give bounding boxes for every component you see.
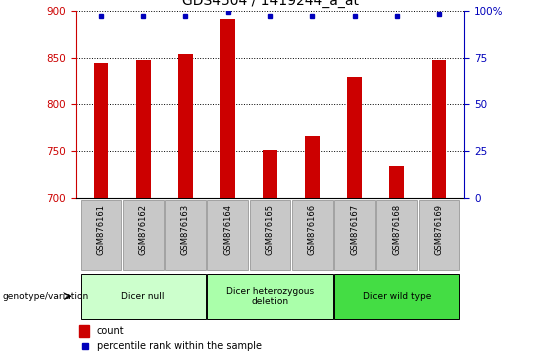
- FancyBboxPatch shape: [418, 200, 460, 270]
- Bar: [389, 166, 404, 198]
- Text: genotype/variation: genotype/variation: [3, 292, 89, 301]
- FancyBboxPatch shape: [207, 200, 248, 270]
- Bar: [262, 150, 278, 198]
- Text: percentile rank within the sample: percentile rank within the sample: [97, 341, 262, 350]
- FancyBboxPatch shape: [334, 274, 460, 319]
- FancyBboxPatch shape: [376, 200, 417, 270]
- Text: GSM876167: GSM876167: [350, 204, 359, 255]
- Text: Dicer null: Dicer null: [122, 292, 165, 301]
- Bar: [220, 19, 235, 198]
- Bar: [431, 60, 447, 198]
- FancyBboxPatch shape: [123, 200, 164, 270]
- Text: GSM876168: GSM876168: [392, 204, 401, 255]
- Title: GDS4504 / 1419244_a_at: GDS4504 / 1419244_a_at: [181, 0, 359, 8]
- Bar: [347, 77, 362, 198]
- Bar: [79, 325, 89, 337]
- FancyBboxPatch shape: [80, 274, 206, 319]
- Text: GSM876166: GSM876166: [308, 204, 317, 255]
- FancyBboxPatch shape: [249, 200, 291, 270]
- FancyBboxPatch shape: [334, 200, 375, 270]
- Bar: [178, 54, 193, 198]
- Text: GSM876164: GSM876164: [223, 204, 232, 255]
- FancyBboxPatch shape: [165, 200, 206, 270]
- Bar: [136, 60, 151, 198]
- Text: Dicer heterozygous
deletion: Dicer heterozygous deletion: [226, 287, 314, 306]
- Text: Dicer wild type: Dicer wild type: [362, 292, 431, 301]
- Text: count: count: [97, 326, 125, 336]
- Text: GSM876162: GSM876162: [139, 204, 148, 255]
- Bar: [305, 136, 320, 198]
- FancyBboxPatch shape: [292, 200, 333, 270]
- FancyBboxPatch shape: [207, 274, 333, 319]
- FancyBboxPatch shape: [80, 200, 122, 270]
- Text: GSM876163: GSM876163: [181, 204, 190, 255]
- Bar: [93, 63, 109, 198]
- Text: GSM876169: GSM876169: [435, 204, 443, 255]
- Text: GSM876161: GSM876161: [97, 204, 105, 255]
- Text: GSM876165: GSM876165: [266, 204, 274, 255]
